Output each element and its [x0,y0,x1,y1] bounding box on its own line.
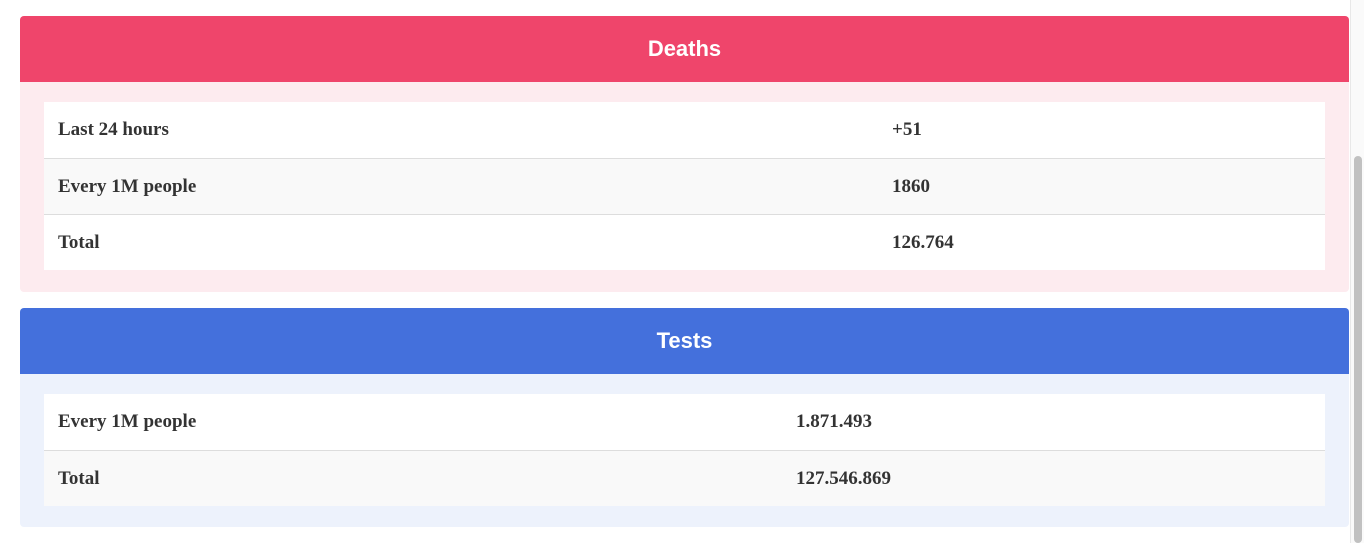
row-value: 1.871.493 [796,411,872,432]
tests-card: Tests Every 1M people 1.871.493 Total 12… [20,308,1349,527]
table-row: Every 1M people 1.871.493 [44,394,1325,450]
deaths-title: Deaths [647,36,722,61]
vertical-scrollbar[interactable] [1350,0,1364,543]
scrollbar-thumb[interactable] [1354,156,1362,543]
tests-header: Tests [20,308,1349,374]
row-value: +51 [892,119,922,140]
row-label: Last 24 hours [58,119,169,140]
table-row: Total 127.546.869 [44,450,1325,506]
tests-title: Tests [656,328,713,353]
tests-table: Every 1M people 1.871.493 Total 127.546.… [44,394,1325,506]
row-value: 127.546.869 [796,467,891,489]
row-value: 126.764 [892,231,954,253]
row-value: 1860 [892,175,930,197]
deaths-card: Deaths Last 24 hours +51 Every 1M people… [20,16,1349,292]
row-label: Every 1M people [58,175,197,197]
row-label: Total [58,467,100,489]
table-row: Last 24 hours +51 [44,102,1325,158]
row-label: Total [58,231,100,253]
deaths-header: Deaths [20,16,1349,82]
table-row: Total 126.764 [44,214,1325,270]
row-label: Every 1M people [58,411,197,432]
table-row: Every 1M people 1860 [44,158,1325,214]
deaths-table: Last 24 hours +51 Every 1M people 1860 T… [44,102,1325,270]
